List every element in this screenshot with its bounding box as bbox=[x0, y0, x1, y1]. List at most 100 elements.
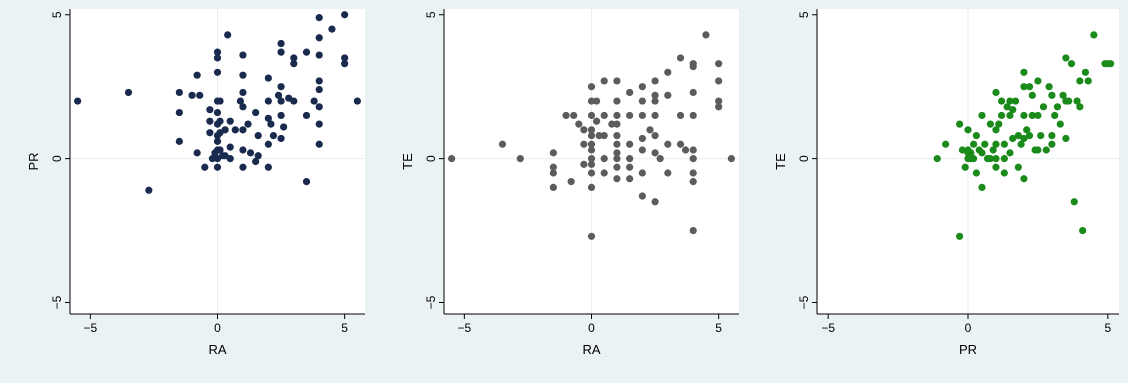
chart-1-x-tick-label: 0 bbox=[214, 321, 221, 335]
chart-1-point bbox=[188, 91, 196, 99]
chart-2-point bbox=[715, 60, 723, 68]
chart-1-point bbox=[175, 137, 183, 145]
chart-3-point bbox=[992, 140, 1000, 148]
chart-2-point bbox=[702, 31, 710, 39]
chart-2-point bbox=[587, 126, 596, 134]
chart-2-point bbox=[613, 149, 621, 157]
chart-3-point bbox=[1073, 97, 1081, 105]
chart-1-point bbox=[226, 117, 234, 125]
chart-2-point bbox=[613, 132, 621, 140]
chart-1-point bbox=[254, 152, 262, 160]
chart-2-point bbox=[562, 111, 570, 120]
chart-3-point bbox=[992, 155, 1000, 163]
chart-3-point bbox=[1014, 132, 1022, 140]
chart-2-point bbox=[587, 169, 596, 177]
chart-1-point bbox=[274, 91, 283, 99]
chart-3-x-tick-label: −5 bbox=[821, 321, 835, 335]
chart-2-point bbox=[646, 126, 654, 134]
chart-3-point bbox=[972, 132, 980, 140]
chart-1-point bbox=[224, 31, 232, 39]
chart-3-point bbox=[1020, 111, 1028, 120]
chart-2-point bbox=[664, 140, 672, 148]
chart-3-point bbox=[978, 183, 986, 191]
chart-2-point bbox=[549, 183, 557, 191]
chart-2-point bbox=[613, 120, 621, 128]
chart-1-point bbox=[74, 97, 82, 105]
chart-1-point bbox=[277, 39, 285, 48]
chart-2-point bbox=[689, 155, 697, 163]
chart-1-point bbox=[226, 155, 234, 163]
chart-2-point bbox=[613, 175, 621, 183]
chart-1-point bbox=[239, 51, 247, 59]
chart-1-point bbox=[239, 163, 247, 171]
chart-1-x-axis-title: RA bbox=[208, 342, 226, 357]
chart-2-point bbox=[613, 163, 621, 171]
chart-2-point bbox=[613, 140, 621, 148]
chart-2-point bbox=[613, 111, 621, 120]
chart-2-x-tick-label: 5 bbox=[715, 321, 722, 335]
chart-1-point bbox=[341, 54, 349, 62]
chart-1-point bbox=[310, 97, 318, 105]
chart-2-x-tick-label: 0 bbox=[588, 321, 595, 335]
chart-1-point bbox=[252, 157, 260, 166]
chart-2-point bbox=[592, 97, 601, 105]
chart-2-point bbox=[676, 111, 685, 120]
chart-2-point bbox=[580, 160, 588, 168]
chart-3-point bbox=[992, 163, 1000, 171]
chart-1-point bbox=[213, 108, 222, 117]
chart-1-x-tick-label: 5 bbox=[341, 321, 348, 335]
chart-1-point bbox=[213, 48, 222, 56]
chart-1-point bbox=[124, 88, 133, 97]
chart-1-point bbox=[239, 146, 247, 154]
chart-2-point bbox=[651, 132, 659, 140]
chart-3-y-tick-label: 5 bbox=[797, 11, 811, 18]
chart-1-y-tick-label: 0 bbox=[50, 155, 64, 162]
chart-1-point bbox=[196, 91, 204, 99]
chart-2-point bbox=[638, 146, 646, 154]
chart-2-point bbox=[626, 155, 634, 163]
chart-1-point bbox=[264, 163, 272, 171]
chart-2-point bbox=[613, 97, 621, 105]
chart-2-point bbox=[715, 97, 723, 105]
chart-2-point bbox=[498, 140, 507, 148]
chart-3-point bbox=[989, 146, 997, 154]
chart-2-point bbox=[681, 146, 690, 154]
chart-3-y-tick-label: 0 bbox=[797, 155, 811, 162]
chart-2-y-tick-label: 5 bbox=[424, 11, 438, 18]
chart-1-point bbox=[206, 106, 214, 114]
chart-1-point bbox=[277, 83, 285, 91]
chart-1-x-tick-label: −5 bbox=[84, 321, 98, 335]
chart-2-point bbox=[600, 77, 608, 85]
chart-2-y-tick-label: 0 bbox=[424, 155, 438, 162]
chart-3-point bbox=[956, 120, 964, 128]
chart-1-point bbox=[231, 126, 239, 134]
chart-1-point bbox=[213, 137, 222, 145]
chart-3-point bbox=[967, 149, 975, 157]
chart-2-point bbox=[651, 97, 659, 105]
chart-3-point bbox=[1042, 146, 1050, 154]
chart-2-point bbox=[638, 192, 646, 200]
chart-1-point bbox=[264, 74, 272, 82]
chart-2-point bbox=[580, 140, 588, 148]
chart-1-point bbox=[341, 60, 349, 68]
chart-2-point bbox=[587, 146, 596, 154]
chart-2-point bbox=[516, 155, 524, 163]
chart-1-y-tick-label: −5 bbox=[50, 295, 64, 309]
chart-3-point bbox=[964, 126, 972, 134]
chart-1-point bbox=[315, 140, 323, 148]
chart-3-point bbox=[1025, 132, 1034, 140]
chart-3-point bbox=[933, 155, 941, 163]
chart-2-point bbox=[549, 149, 557, 157]
chart-2-point bbox=[575, 120, 583, 128]
chart-1-point bbox=[201, 163, 209, 171]
chart-2-point bbox=[587, 83, 596, 91]
chart-3-point bbox=[1020, 83, 1028, 91]
chart-3-point bbox=[1020, 175, 1028, 183]
chart-2-point bbox=[600, 155, 608, 163]
chart-3-point bbox=[1017, 140, 1025, 148]
chart-1-point bbox=[280, 123, 288, 131]
chart-1-point bbox=[353, 97, 361, 105]
chart-2-point bbox=[715, 103, 723, 111]
chart-3-point bbox=[1020, 68, 1028, 76]
chart-3-point bbox=[1000, 169, 1008, 177]
